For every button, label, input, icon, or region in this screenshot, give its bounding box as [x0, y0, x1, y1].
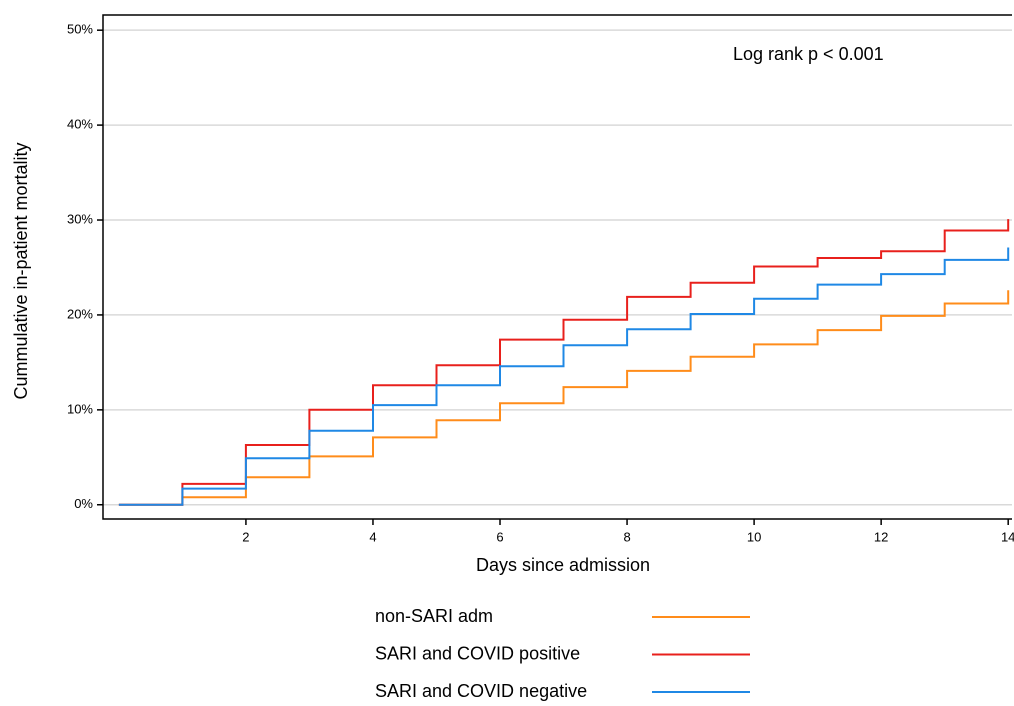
x-tick-label: 4: [369, 529, 376, 544]
x-tick-label: 12: [874, 529, 888, 544]
y-tick-label: 50%: [67, 22, 93, 37]
y-tick-label: 20%: [67, 306, 93, 321]
x-tick-label: 2: [242, 529, 249, 544]
y-tick-label: 30%: [67, 211, 93, 226]
y-axis-label: Cummulative in-patient mortality: [11, 142, 31, 399]
y-tick-label: 0%: [74, 496, 93, 511]
survival-line: [118, 290, 1010, 506]
annotation: Log rank p < 0.001: [733, 44, 884, 64]
legend-label: SARI and COVID positive: [375, 643, 580, 663]
survival-line: [118, 219, 1010, 506]
legend-label: SARI and COVID negative: [375, 681, 587, 701]
axis-frame: [102, 14, 1012, 520]
y-tick-label: 40%: [67, 117, 93, 132]
y-tick-label: 10%: [67, 401, 93, 416]
x-tick-label: 6: [496, 529, 503, 544]
x-tick-label: 14: [1001, 529, 1014, 544]
survival-line: [118, 247, 1010, 506]
x-tick-label: 8: [623, 529, 630, 544]
legend-label: non-SARI adm: [375, 606, 493, 626]
x-axis-label: Days since admission: [476, 555, 650, 575]
x-tick-label: 10: [747, 529, 761, 544]
